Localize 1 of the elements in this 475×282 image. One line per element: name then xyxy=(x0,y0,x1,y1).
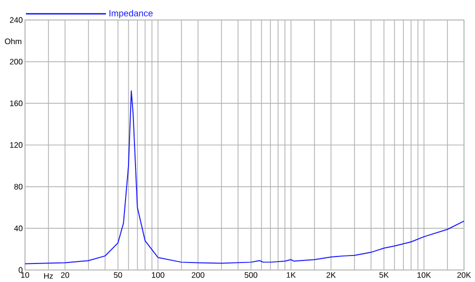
text: Impedance xyxy=(110,10,153,18)
